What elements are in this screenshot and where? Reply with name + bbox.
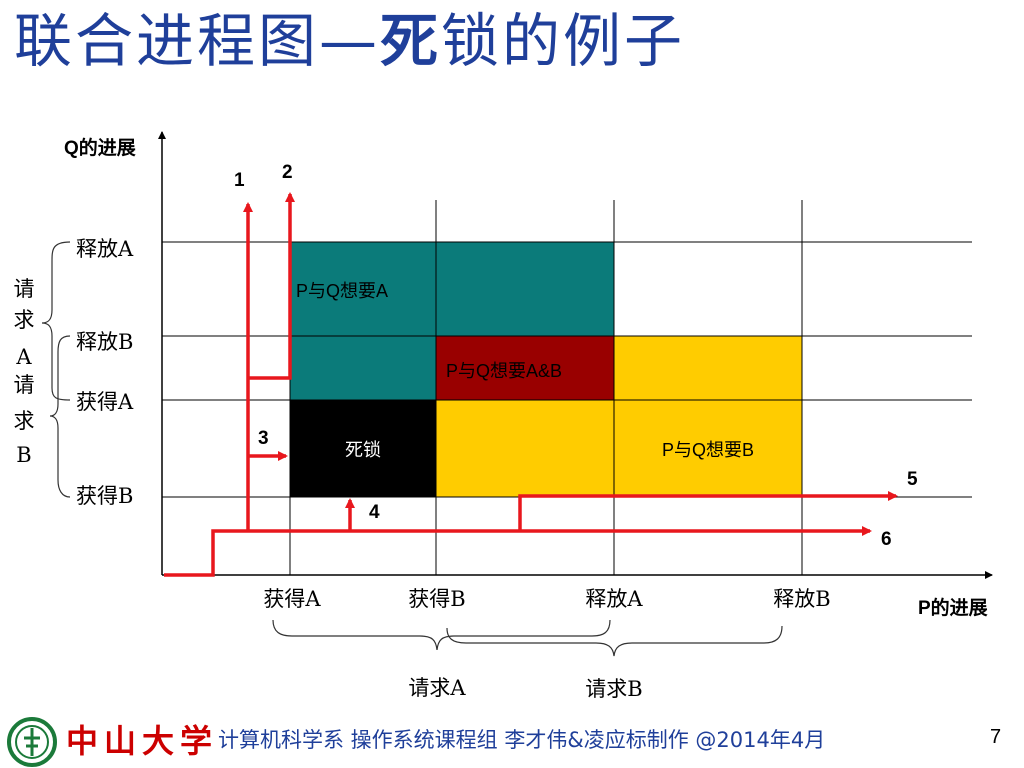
x-event-acquire-a: 获得A [263, 587, 321, 611]
brace-a-char-2: 求 [14, 308, 35, 332]
region-gold-bottom-right [614, 400, 802, 497]
path-4-label: 4 [369, 502, 380, 523]
brace-b-char-3: B [16, 443, 31, 467]
brace-b-char-1: 请 [14, 373, 35, 397]
y-event-release-b: 释放B [76, 330, 133, 354]
y-axis-label: Q的进展 [64, 136, 136, 159]
university-logo-text: 中山大学 [66, 722, 219, 760]
region-teal-mid-left [290, 336, 436, 400]
path-5-line [518, 491, 898, 531]
title-rest: 锁的例子 [441, 7, 686, 75]
left-brace-request-a [41, 241, 71, 401]
x-event-release-a: 释放A [585, 587, 643, 611]
region-teal-top-left [290, 242, 436, 336]
path-5-label: 5 [907, 469, 918, 490]
y-event-acquire-a: 获得A [76, 390, 134, 414]
x-event-acquire-b: 获得B [408, 587, 465, 611]
university-seal-icon [7, 717, 57, 767]
path-3-label: 3 [258, 428, 269, 449]
label-want-b: P与Q想要B [662, 440, 754, 460]
y-event-acquire-b: 获得B [76, 484, 133, 508]
title-main: 联合进程图— [14, 7, 381, 75]
path-2-line [248, 192, 295, 380]
bottom-brace-label-request-a: 请求A [408, 676, 466, 700]
path-1-label: 1 [234, 170, 245, 191]
region-want-ab [436, 336, 614, 400]
path-6-line [164, 526, 872, 577]
left-brace-request-b [49, 335, 71, 498]
label-deadlock: 死锁 [345, 440, 381, 461]
brace-a-char-3: A [15, 345, 32, 369]
joint-progress-diagram: Q的进展 P的进展 释放A 释放B 获得A 获得B 获得A 获得B 释放A 释放… [14, 131, 993, 701]
x-axis-label: P的进展 [918, 596, 988, 619]
page-number: 7 [990, 726, 1002, 748]
label-want-a: P与Q想要A [296, 281, 388, 301]
title-bold: 死 [380, 7, 442, 75]
bottom-brace-request-b [446, 625, 783, 657]
region-gold-bottom-mid [436, 400, 614, 497]
slide-title: 联合进程图—死锁的例子 [14, 0, 685, 78]
bottom-brace-label-request-b: 请求B [585, 677, 642, 701]
path-2-label: 2 [282, 162, 293, 183]
footer-credit: 计算机科学系 操作系统课程组 李才伟&凌应标制作 @2014年4月 [218, 728, 826, 752]
region-gold-mid-right [614, 336, 802, 400]
path-6-label: 6 [881, 529, 892, 550]
brace-b-char-2: 求 [14, 409, 35, 433]
brace-a-char-1: 请 [14, 277, 35, 301]
label-want-ab: P与Q想要A&B [446, 361, 562, 381]
region-deadlock [290, 400, 436, 497]
region-teal-top-right [436, 242, 614, 336]
x-event-release-b: 释放B [773, 587, 830, 611]
y-event-release-a: 释放A [76, 237, 134, 261]
bottom-brace-request-a [272, 619, 611, 651]
slide-footer: 中山大学 计算机科学系 操作系统课程组 李才伟&凌应标制作 @2014年4月 7 [0, 708, 1024, 768]
